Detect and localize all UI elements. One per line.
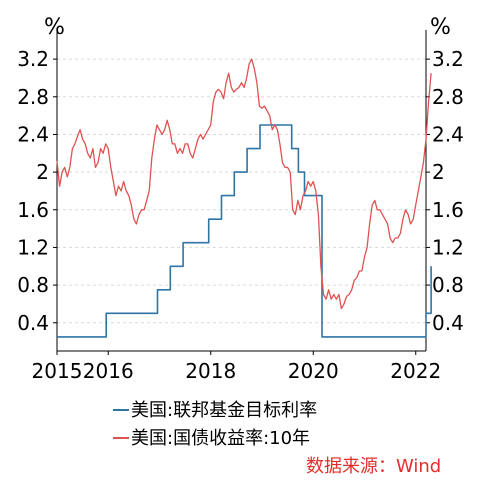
- x-tick-label: 2022: [390, 359, 441, 383]
- y-ticks-left: 3.2 2.8 2.4 2 1.6 1.2 0.8 0.4: [17, 47, 57, 335]
- legend-entry-treasury-yield: 美国:国债收益率:10年: [113, 428, 310, 449]
- y-tick-label-left: 2.8: [17, 85, 49, 109]
- series-lines: [56, 58, 432, 338]
- y-tick-label-right: 2.8: [432, 85, 464, 109]
- y-tick-label-left: 3.2: [17, 47, 49, 71]
- x-tick-label: 2018: [185, 359, 236, 383]
- y-tick-label-left: 1.6: [17, 198, 49, 222]
- y-tick-label-left: 2: [36, 160, 49, 184]
- y-tick-label-right: 1.2: [432, 235, 464, 259]
- legend-label-fed-rate: 美国:联邦基金目标利率: [131, 400, 317, 421]
- y-ticks-right: 3.2 2.8 2.4 2 1.6 1.2 0.8 0.4: [426, 47, 464, 335]
- legend-label-treasury-yield: 美国:国债收益率:10年: [131, 428, 310, 449]
- y-tick-label-right: 1.6: [432, 198, 464, 222]
- y-tick-label-left: 0.4: [17, 311, 49, 335]
- y-tick-label-right: 3.2: [432, 47, 464, 71]
- legend: 美国:联邦基金目标利率 美国:国债收益率:10年: [113, 400, 317, 449]
- x-tick-label: 2015: [32, 359, 83, 383]
- y-tick-label-right: 0.4: [432, 311, 464, 335]
- y-tick-label-right: 2.4: [432, 122, 464, 146]
- x-tick-label: 2016: [83, 359, 134, 383]
- y-tick-label-left: 1.2: [17, 235, 49, 259]
- fed-funds-rate-line: [57, 124, 432, 338]
- y-unit-right: %: [430, 15, 451, 40]
- y-tick-label-left: 2.4: [17, 122, 49, 146]
- x-tick-label: 2020: [288, 359, 339, 383]
- y-unit-left: %: [44, 15, 65, 40]
- axes: [56, 30, 427, 352]
- x-ticks: 2015 2016 2018 2020 2022: [32, 351, 441, 383]
- treasury-10y-yield-line: [56, 58, 432, 310]
- grid-lines: [57, 58, 426, 324]
- y-tick-label-right: 2: [432, 160, 445, 184]
- y-tick-label-left: 0.8: [17, 273, 49, 297]
- source-note: 数据来源：Wind: [306, 456, 441, 477]
- y-tick-label-right: 0.8: [432, 273, 464, 297]
- legend-entry-fed-rate: 美国:联邦基金目标利率: [113, 400, 317, 421]
